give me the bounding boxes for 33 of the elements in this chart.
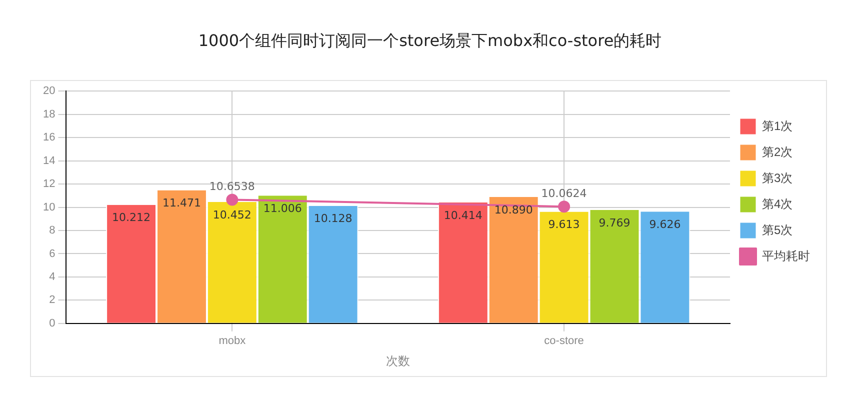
data-label: 9.613 (548, 218, 580, 232)
y-tick-label: 18 (42, 108, 56, 120)
legend-label: 第1次 (762, 118, 793, 133)
legend-label: 平均耗时 (762, 248, 810, 263)
y-tick-label: 8 (49, 224, 56, 237)
data-label: 11.471 (162, 196, 201, 210)
data-label: 10.414 (444, 208, 482, 222)
data-label: 10.212 (112, 211, 151, 224)
y-tick-label: 2 (49, 294, 56, 306)
data-label: 10.128 (314, 212, 352, 226)
legend-label: 第5次 (762, 222, 793, 237)
data-label: 10.890 (494, 203, 533, 216)
x-tick-label: co-store (544, 335, 584, 348)
y-tick-label: 4 (49, 270, 56, 283)
y-tick-label: 16 (42, 132, 56, 144)
data-label: 9.626 (649, 218, 681, 231)
legend-label: 第4次 (762, 196, 793, 211)
data-label: 10.6538 (209, 180, 255, 194)
chart-title: 1000个组件同时订阅同一个store场景下mobx和co-store的耗时 (198, 30, 662, 50)
y-tick-label: 20 (42, 85, 56, 98)
legend-label: 第3次 (762, 170, 793, 185)
y-tick-label: 6 (49, 248, 56, 260)
data-label: 11.006 (263, 202, 302, 215)
y-tick-label: 0 (49, 317, 56, 330)
y-tick-label: 14 (42, 154, 56, 167)
data-label: 10.452 (212, 208, 252, 222)
x-axis-title: 次数 (386, 354, 410, 368)
y-tick-label: 12 (42, 178, 56, 190)
data-label: 9.769 (598, 216, 630, 230)
legend-label: 第2次 (762, 144, 793, 159)
data-label: 10.0624 (541, 186, 587, 200)
x-tick-label: mobx (218, 335, 246, 348)
y-tick-label: 10 (42, 201, 56, 214)
